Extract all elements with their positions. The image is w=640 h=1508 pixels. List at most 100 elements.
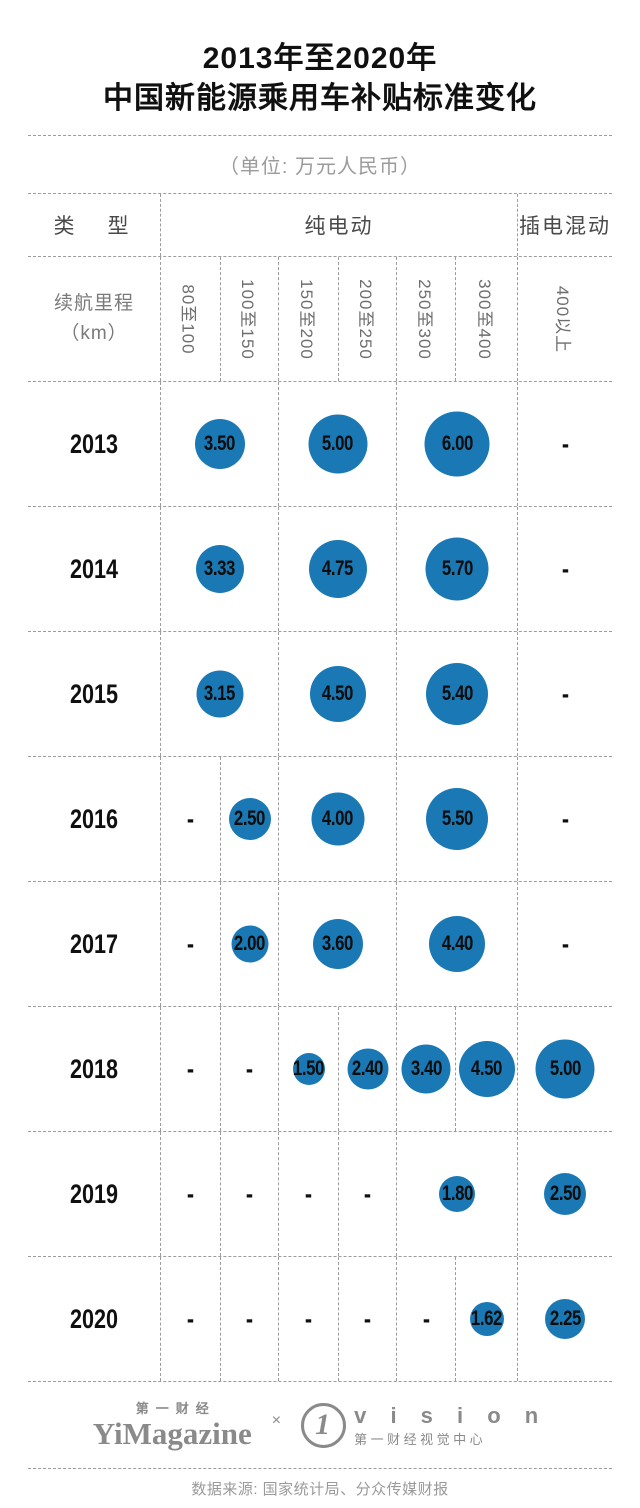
- subsidy-cell: 2.00: [220, 882, 278, 1006]
- subsidy-value: 4.75: [321, 557, 354, 580]
- empty-marker: -: [363, 1178, 372, 1209]
- type-header-row: 类 型 纯电动 插电混动: [28, 194, 612, 256]
- column-group-label: 纯电动: [304, 215, 374, 238]
- empty-marker: -: [304, 1303, 313, 1334]
- subsidy-cell: 4.75: [278, 507, 396, 631]
- subsidy-bubble: [429, 916, 485, 972]
- subsidy-bubble-wrap: 6.00: [397, 382, 517, 506]
- empty-cell: -: [160, 1132, 220, 1256]
- range-axis-label-text: 续航里程 （km）: [53, 293, 134, 344]
- empty-cell: -: [517, 632, 612, 756]
- empty-cell: -: [396, 1257, 455, 1381]
- subsidy-bubble-wrap: 5.40: [397, 632, 517, 756]
- subsidy-bubble-wrap: 2.40: [339, 1007, 396, 1131]
- year-row-2020: 2020 - - - - - 1.62 2.25: [28, 1256, 612, 1381]
- subsidy-value: 1.62: [470, 1307, 503, 1330]
- subsidy-bubble-wrap: 5.50: [397, 757, 517, 881]
- subsidy-cell: 5.00: [278, 382, 396, 506]
- subsidy-bubble: [458, 1041, 515, 1097]
- subsidy-cell: 5.50: [396, 757, 517, 881]
- empty-marker: -: [304, 1178, 313, 1209]
- subsidy-bubble: [535, 1039, 595, 1099]
- subsidy-bubble: [544, 1173, 586, 1215]
- empty-marker: -: [186, 1053, 195, 1084]
- subsidy-bubble-wrap: 4.75: [279, 507, 396, 631]
- year-label-text: 2019: [69, 1178, 119, 1209]
- empty-marker: -: [186, 803, 195, 834]
- subsidy-bubble-wrap: 5.00: [518, 1007, 612, 1131]
- subsidy-value: 5.00: [549, 1057, 581, 1080]
- empty-cell: -: [278, 1257, 338, 1381]
- vision-cn-label: 第一财经视觉中心: [354, 1431, 487, 1447]
- year-row-2019: 2019 - - - - 1.80 2.50: [28, 1131, 612, 1256]
- column-group-plugin-hybrid: 插电混动: [517, 194, 612, 256]
- subsidy-value: 2.50: [233, 807, 266, 830]
- empty-marker: -: [186, 1303, 195, 1334]
- subsidy-bubble: [312, 919, 363, 969]
- year-row-2013: 2013 3.50 5.00 6.00 -: [28, 381, 612, 506]
- empty-cell: -: [220, 1132, 278, 1256]
- subsidy-value: 4.50: [321, 682, 354, 705]
- subsidy-bubble: [228, 798, 271, 840]
- column-group-label: 插电混动: [519, 215, 611, 238]
- year-label-text: 2014: [69, 553, 119, 584]
- chart-title-line1: 2013年至2020年: [202, 42, 438, 75]
- empty-marker: -: [245, 1053, 254, 1084]
- empty-cell: -: [160, 1007, 220, 1131]
- chart-title-line2: 中国新能源乘用车补贴标准变化: [103, 82, 537, 115]
- range-label: 100至150: [238, 278, 258, 360]
- range-column-header-4: 250至300: [396, 257, 455, 381]
- subsidy-bubble-wrap: 1.62: [456, 1257, 517, 1381]
- yimagazine-logo: 第一财经 YiMagazine: [93, 1402, 252, 1449]
- subsidy-bubble: [311, 792, 364, 846]
- subsidy-bubble-wrap: 2.25: [518, 1257, 612, 1381]
- range-label: 200至250: [356, 278, 376, 360]
- empty-cell: -: [517, 382, 612, 506]
- subsidy-cell: 2.50: [517, 1132, 612, 1256]
- unit-note-block: （单位: 万元人民币）: [0, 136, 640, 193]
- empty-marker: -: [363, 1303, 372, 1334]
- vision-wordmark: v i s i o n: [354, 1402, 548, 1428]
- subsidy-bubble: [401, 1044, 451, 1094]
- year-label-text: 2017: [69, 928, 119, 959]
- empty-cell: -: [517, 882, 612, 1006]
- empty-cell: -: [338, 1132, 396, 1256]
- subsidy-bubble-wrap: 2.00: [221, 882, 278, 1006]
- year-label-text: 2020: [69, 1303, 119, 1334]
- subsidy-cell: 1.50: [278, 1007, 338, 1131]
- vision-text-block: v i s i o n 第一财经视觉中心: [354, 1402, 548, 1447]
- range-label: 300至400: [475, 278, 495, 360]
- source-block: 数据来源: 国家统计局、分众传媒财报: [0, 1469, 640, 1508]
- empty-cell: -: [160, 1257, 220, 1381]
- year-label-text: 2013: [69, 428, 119, 459]
- year-label-text: 2016: [69, 803, 119, 834]
- empty-marker: -: [561, 428, 569, 459]
- subsidy-bubble-wrap: 3.33: [161, 507, 278, 631]
- year-label: 2018: [28, 1007, 160, 1131]
- footer-logos: 第一财经 YiMagazine × 1 v i s i o n 第一财经视觉中心: [28, 1382, 612, 1469]
- year-label-text: 2015: [69, 678, 119, 709]
- subsidy-cell: 3.40: [396, 1007, 455, 1131]
- year-label: 2013: [28, 382, 160, 506]
- subsidy-bubble-wrap: 5.00: [279, 382, 396, 506]
- subsidy-cell: 2.25: [517, 1257, 612, 1381]
- subsidy-value: 4.40: [441, 932, 473, 955]
- subsidy-value: 2.50: [549, 1182, 581, 1205]
- subsidy-value: 5.50: [441, 807, 473, 830]
- subsidy-bubble-wrap: 4.50: [279, 632, 396, 756]
- subsidy-value: 3.50: [203, 432, 236, 455]
- type-axis-label-text: 类 型: [53, 215, 135, 238]
- subsidy-cell: 1.62: [455, 1257, 517, 1381]
- subsidy-bubble-wrap: 3.40: [397, 1007, 455, 1131]
- year-label: 2016: [28, 757, 160, 881]
- year-row-2014: 2014 3.33 4.75 5.70 -: [28, 506, 612, 631]
- vision-logo: 1 v i s i o n 第一财经视觉中心: [301, 1402, 548, 1448]
- subsidy-value: 3.60: [321, 932, 354, 955]
- subsidy-bubble: [194, 419, 245, 469]
- range-column-header-0: 80至100: [160, 257, 220, 381]
- subsidy-cell: 1.80: [396, 1132, 517, 1256]
- subsidy-bubble: [425, 537, 489, 601]
- subsidy-bubble: [308, 540, 367, 598]
- subsidy-cell: 3.15: [160, 632, 278, 756]
- vision-circle-icon: 1: [301, 1402, 347, 1448]
